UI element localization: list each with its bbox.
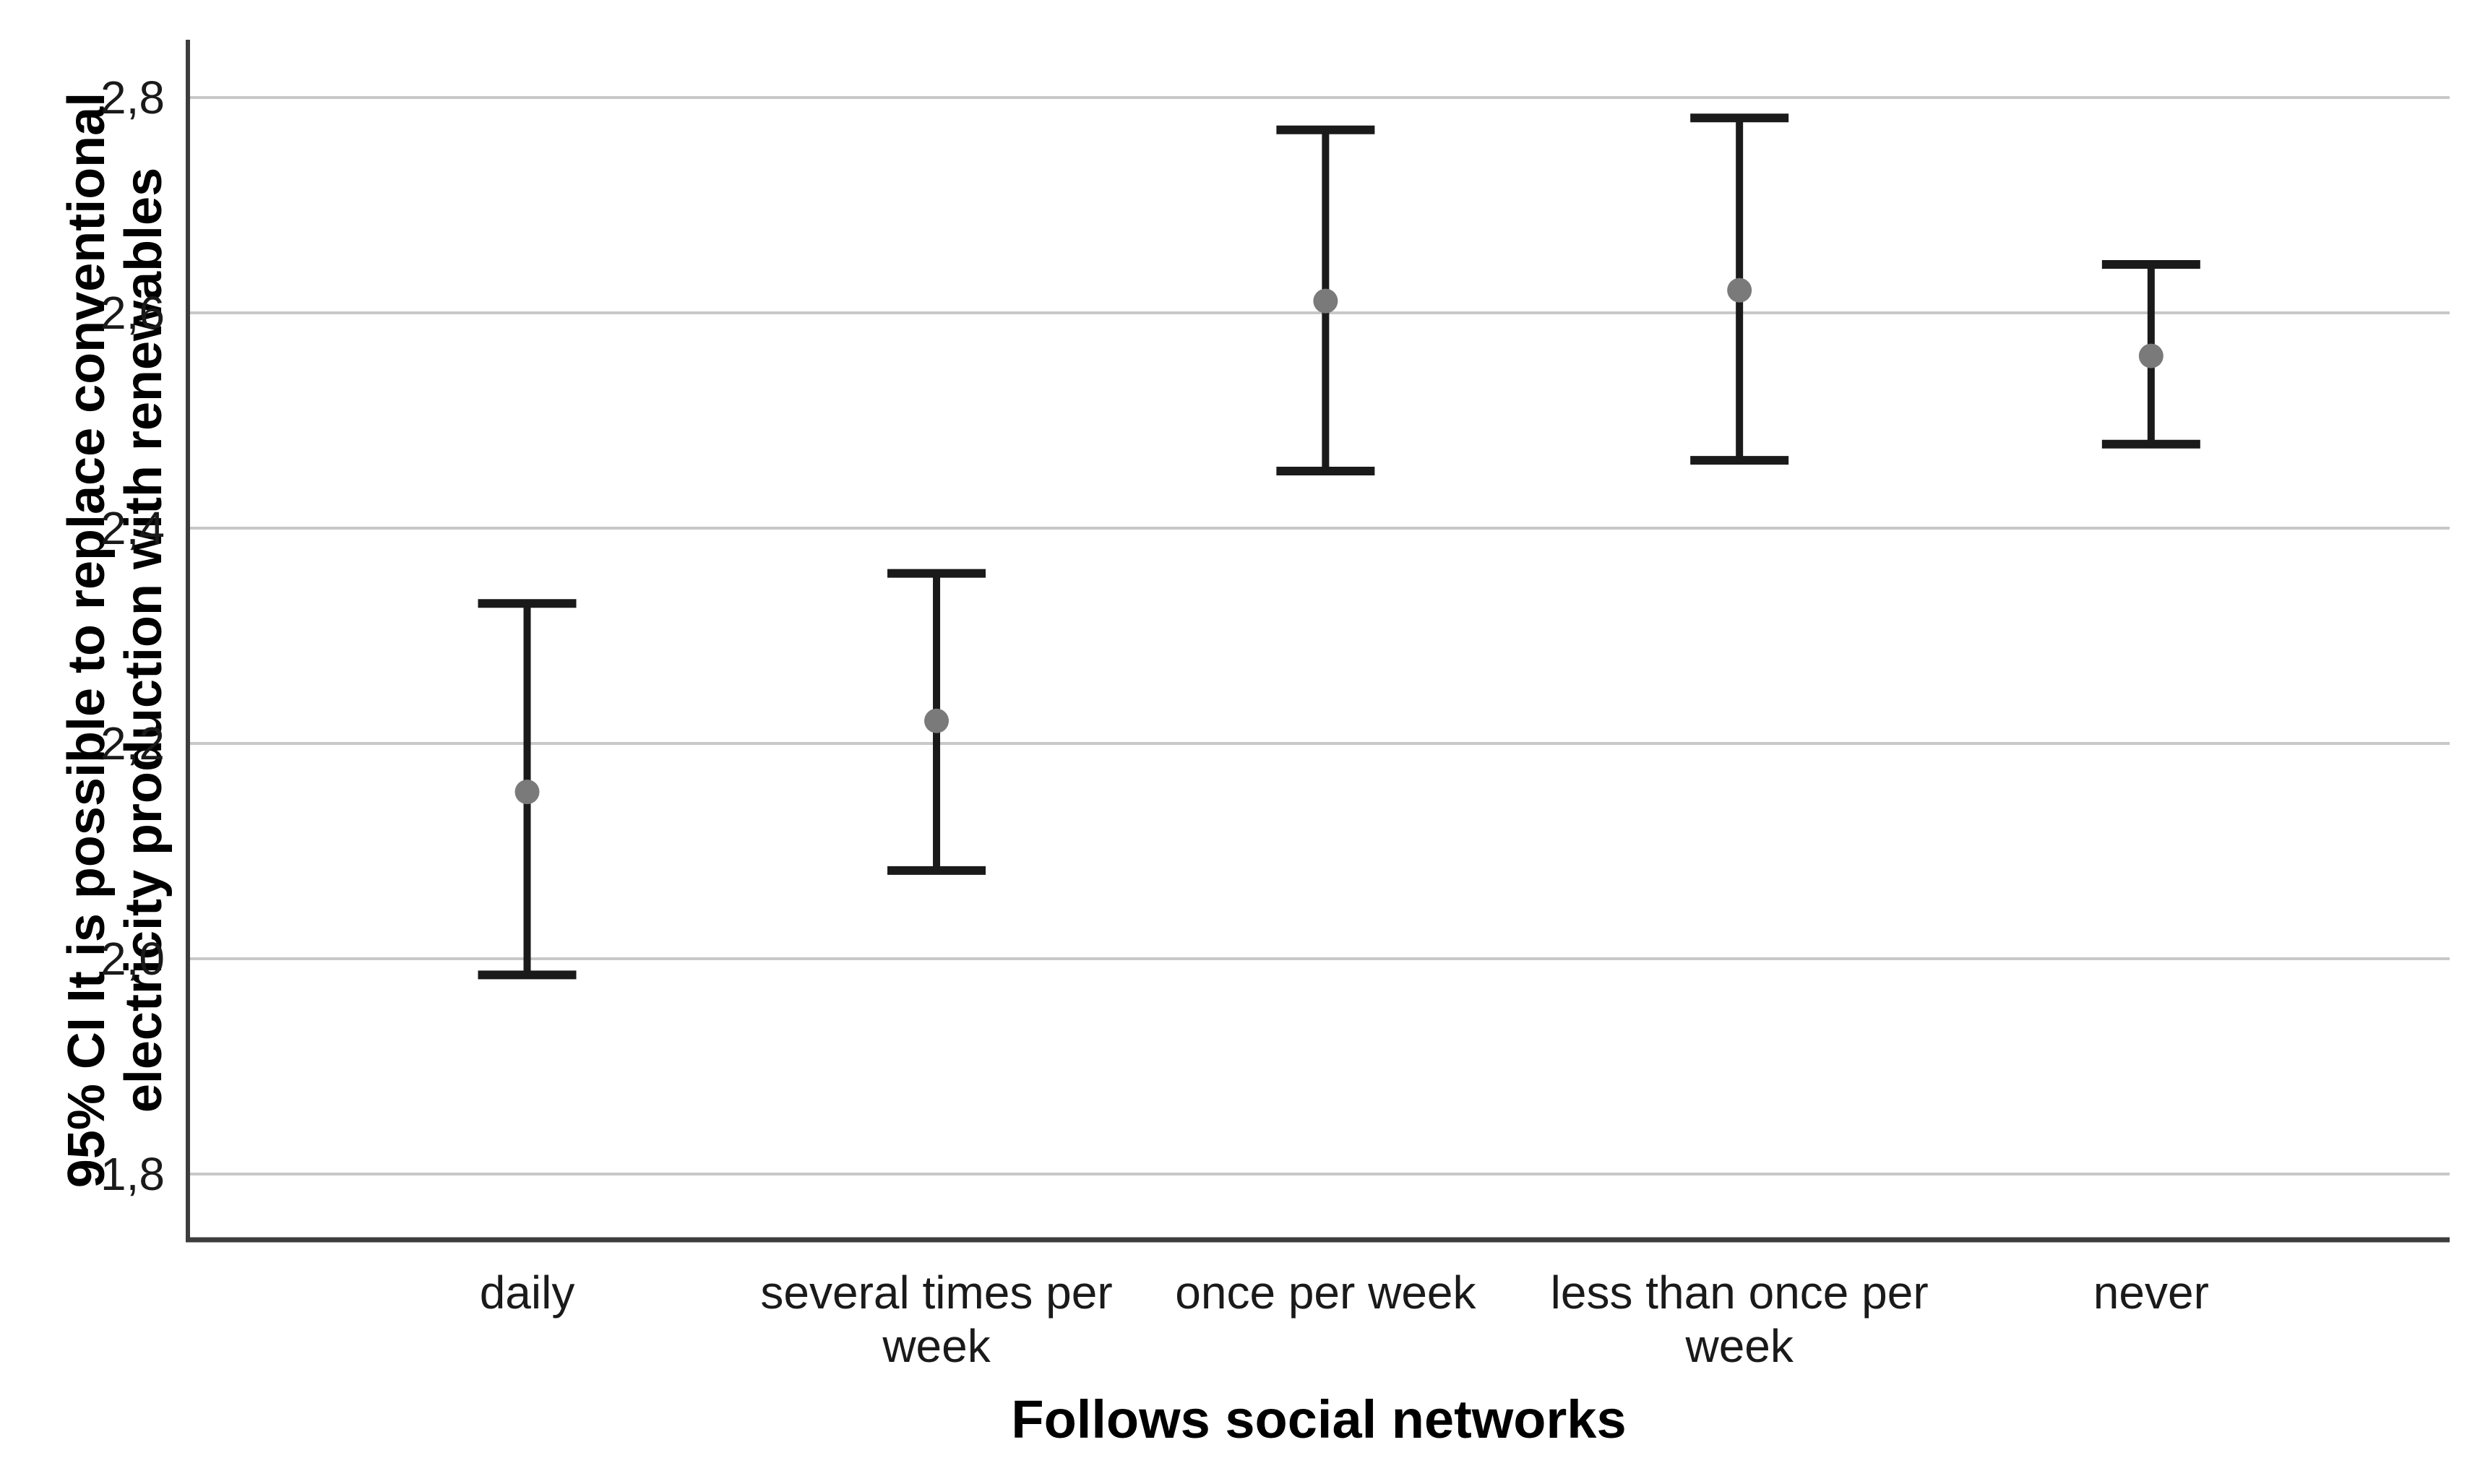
y-axis-title-line2: electricity production with renewables [115,167,173,1113]
category-label: several times per week [760,1267,1113,1373]
x-axis-title: Follows social networks [1011,1389,1627,1449]
y-tick-label: 2,4 [100,502,165,554]
mean-point [1727,277,1752,303]
mean-point [1313,288,1338,314]
mean-point [514,780,540,805]
category-label: once per week [1175,1267,1476,1319]
y-tick-label: 2,6 [100,287,165,339]
y-tick-label: 1,8 [100,1148,165,1200]
category-label: never [2093,1267,2209,1319]
y-tick-label: 2,8 [100,72,165,124]
y-tick-label: 2,2 [100,717,165,769]
mean-point [924,708,950,733]
mean-point [2138,343,2163,368]
category-label: daily [479,1267,575,1319]
y-axis-title: 95% CI It is possible to replace convent… [57,92,173,1189]
y-axis-title-line1: 95% CI It is possible to replace convent… [57,92,116,1189]
category-label: less than once per week [1550,1267,1929,1373]
y-tick-label: 2,0 [100,933,165,985]
